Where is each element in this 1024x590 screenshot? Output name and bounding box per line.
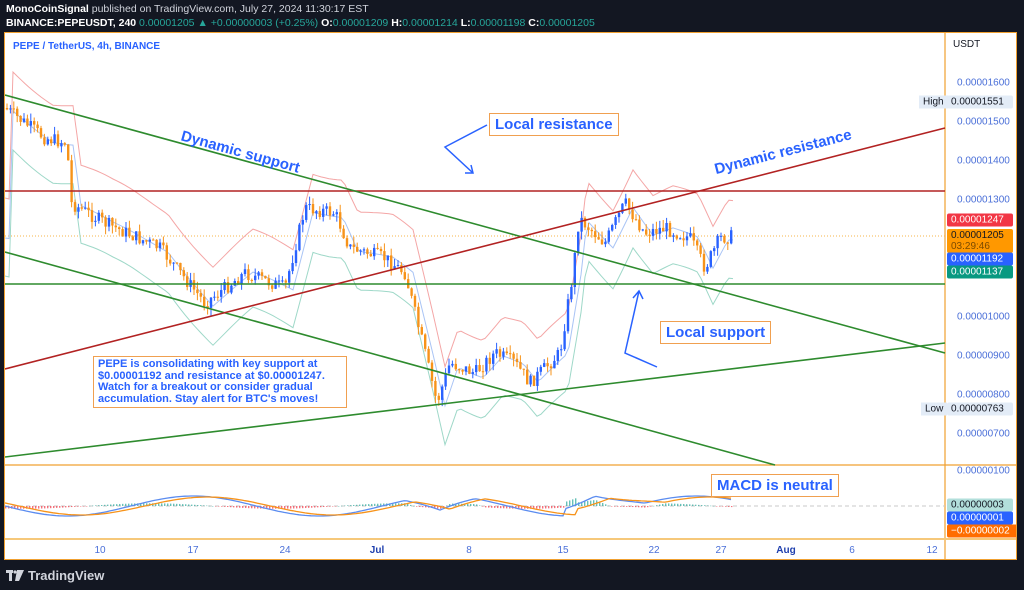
tradingview-logo-icon [6,570,24,581]
tradingview-logo[interactable]: TradingView [6,568,104,583]
low-value: 0.00001198 [470,17,526,29]
local-support-note[interactable]: Local support [660,321,772,344]
open-label: O: [321,17,333,29]
bar-countdown: 03:29:46 [951,241,990,252]
time-tick: 27 [715,545,727,556]
time-tick: Jul [369,545,385,556]
dynamic-resistance-line [5,127,946,370]
summary-note[interactable]: PEPE is consolidating with key support a… [93,356,347,408]
ma-price-label: 0.00001137 [947,265,1013,279]
macd-hist-label: 0.00000003 [947,498,1013,512]
price-change: ▲ +0.00000003 (+0.25%) [197,17,319,29]
resistance-price-label: 0.00001247 [947,213,1013,227]
local-resistance-note[interactable]: Local resistance [489,113,619,136]
price-tick: 0.00001400 [957,155,1010,167]
low-tag: Low [921,402,948,416]
macd-line-label: 0.00000001 [947,511,1013,525]
publish-info: MonoCoinSignal published on TradingView.… [6,3,369,15]
time-tick: 6 [849,545,855,556]
rising-support-line [5,342,946,458]
high-value: 0.00001214 [402,17,458,29]
time-tick: 8 [466,545,472,556]
close-value: 0.00001205 [539,17,595,29]
low-label: L: [460,17,471,29]
chart-frame[interactable]: PEPE / TetherUS, 4h, BINANCE USDT 0.0000… [4,32,1017,560]
price-tick: 0.00001300 [957,194,1010,206]
chart-canvas[interactable] [5,33,1017,560]
support-price-label: 0.00001192 [947,252,1013,266]
last-price: 0.00001205 [139,17,195,29]
time-tick: 24 [279,545,291,556]
currency-label[interactable]: USDT [953,39,981,50]
price-tick: 0.00000100 [957,465,1010,477]
macd-signal-label: −0.00000002 [947,524,1016,538]
publish-date: published on TradingView.com, July 27, 2… [88,3,369,15]
time-tick: 22 [648,545,660,556]
symbol-interval: BINANCE:PEPEUSDT, 240 [6,17,137,29]
price-tick: 0.00000800 [957,389,1010,401]
macd-note[interactable]: MACD is neutral [711,474,839,497]
price-tick: 0.00001500 [957,116,1010,128]
open-value: 0.00001209 [332,17,389,29]
brand-name: TradingView [28,568,105,583]
time-tick: 10 [94,545,106,556]
high-price-label: 0.00001551 [947,95,1013,109]
dynamic-support-line [5,94,946,354]
time-tick: Aug [776,545,796,556]
price-tick: 0.00000700 [957,428,1010,440]
price-tick: 0.00000900 [957,350,1010,362]
author-name[interactable]: MonoCoinSignal [6,3,89,15]
symbol-title: PEPE / TetherUS, 4h, BINANCE [13,41,161,52]
price-tick: 0.00001000 [957,311,1010,323]
high-tag: High [919,95,948,109]
time-tick: 17 [187,545,199,556]
time-tick: 12 [926,545,938,556]
close-label: C: [528,17,540,29]
price-tick: 0.00001600 [957,77,1010,89]
time-tick: 15 [557,545,569,556]
low-price-label: 0.00000763 [947,402,1013,416]
ohlc-legend: BINANCE:PEPEUSDT, 240 0.00001205 ▲ +0.00… [6,17,595,29]
lower-channel-line [5,251,776,466]
arrow-local-support [624,290,658,368]
last-price-label: 0.00001205 03:29:46 [947,229,1013,253]
arrow-local-resistance [443,124,488,174]
high-label: H: [391,17,403,29]
last-price-value: 0.00001205 [951,230,1004,241]
